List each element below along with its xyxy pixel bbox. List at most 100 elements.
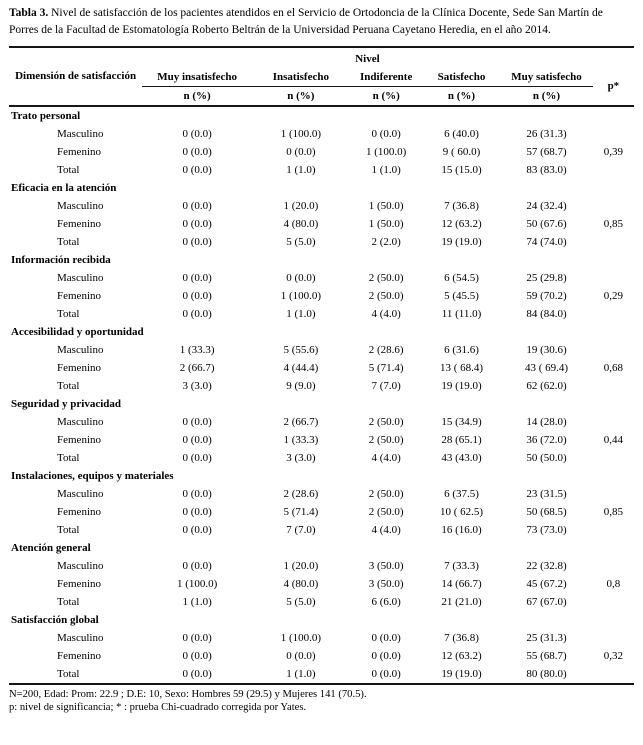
p-value-cell: 0,85: [603, 505, 623, 518]
value-cell: 11 (11.0): [441, 307, 482, 320]
value-cell: 0 (0.0): [182, 145, 212, 158]
value-cell: 0 (0.0): [182, 127, 212, 140]
value-cell: 4 (4.0): [371, 523, 401, 536]
section-row: Atención general: [9, 539, 634, 557]
row-label: Total: [57, 667, 80, 680]
value-cell: 0 (0.0): [182, 289, 212, 302]
subheader-n-pct: n (%): [532, 89, 561, 102]
value-cell: 9 (9.0): [286, 379, 316, 392]
value-cell: 45 (67.2): [526, 577, 567, 590]
row-label: Femenino: [57, 361, 101, 374]
value-cell: 0 (0.0): [286, 271, 316, 284]
value-cell: 2 (50.0): [368, 289, 404, 302]
table-row: Femenino 0 (0.0) 1 (100.0) 2 (50.0) 5 (45.5)…: [9, 287, 634, 305]
section-header: Satisfacción global: [11, 613, 99, 626]
table-row: Total 1 (1.0) 5 (5.0) 6 (6.0) 21 (21.0) 67 (6…: [9, 593, 634, 611]
section-header: Eficacia en la atención: [11, 181, 117, 194]
table-row: Femenino 0 (0.0) 0 (0.0) 0 (0.0) 12 (63.2) 55…: [9, 647, 634, 665]
value-cell: 5 (55.6): [283, 343, 319, 356]
p-header-spacer: [593, 47, 634, 68]
p-value-cell: [593, 413, 634, 431]
value-cell: 12 (63.2): [441, 649, 482, 662]
subheader-n-pct: n (%): [447, 89, 476, 102]
value-cell: 1 (1.0): [286, 163, 316, 176]
value-cell: 0 (0.0): [182, 217, 212, 230]
table-header: Dimensión de satisfacción Nivel Muy insa…: [9, 47, 634, 106]
section-header: Información recibida: [11, 253, 111, 266]
table-row: Masculino 0 (0.0) 1 (20.0) 3 (50.0) 7 (33.3)…: [9, 557, 634, 575]
value-cell: 1 (1.0): [286, 667, 316, 680]
subheader-n-pct: n (%): [372, 89, 400, 102]
p-value-cell: [593, 233, 634, 251]
value-cell: 1 (100.0): [176, 577, 218, 590]
value-cell: 1 (33.3): [179, 343, 215, 356]
value-cell: 19 (30.6): [526, 343, 567, 356]
section-header: Accesibilidad y oportunidad: [11, 325, 144, 338]
value-cell: 14 (66.7): [441, 577, 482, 590]
table-row: Masculino 0 (0.0) 2 (28.6) 2 (50.0) 6 (37.5)…: [9, 485, 634, 503]
value-cell: 21 (21.0): [441, 595, 482, 608]
value-cell: 1 (20.0): [283, 559, 319, 572]
value-cell: 15 (34.9): [441, 415, 482, 428]
p-value-cell: [593, 197, 634, 215]
value-cell: 2 (66.7): [283, 415, 319, 428]
value-cell: 6 (6.0): [371, 595, 401, 608]
value-cell: 0 (0.0): [286, 649, 316, 662]
column-header-insatisfecho: Insatisfecho: [252, 67, 350, 87]
table-row: Masculino 0 (0.0) 0 (0.0) 2 (50.0) 6 (54.5) 2…: [9, 269, 634, 287]
value-cell: 59 (70.2): [526, 289, 567, 302]
value-cell: 19 (19.0): [441, 667, 482, 680]
value-cell: 22 (32.8): [526, 559, 567, 572]
p-value-cell: [593, 593, 634, 611]
value-cell: 7 (36.8): [444, 631, 479, 644]
row-label: Femenino: [57, 505, 101, 518]
section-row: Instalaciones, equipos y materiales: [9, 467, 634, 485]
table-row: Total 0 (0.0) 3 (3.0) 4 (4.0) 43 (43.0) 50 (5…: [9, 449, 634, 467]
value-cell: 23 (31.5): [526, 487, 567, 500]
p-value-cell: [593, 269, 634, 287]
section-row: Eficacia en la atención: [9, 179, 634, 197]
value-cell: 0 (0.0): [182, 631, 212, 644]
p-value-cell: 0,8: [606, 577, 621, 590]
p-value-cell: [593, 341, 634, 359]
value-cell: 19 (19.0): [441, 379, 482, 392]
table-row: Total 0 (0.0) 1 (1.0) 4 (4.0) 11 (11.0) 84 (8…: [9, 305, 634, 323]
value-cell: 0 (0.0): [182, 415, 212, 428]
row-label: Masculino: [57, 559, 104, 572]
value-cell: 43 ( 69.4): [524, 361, 569, 374]
value-cell: 2 (50.0): [368, 415, 404, 428]
value-cell: 1 (100.0): [280, 127, 322, 140]
footnote-significance: p: nivel de significancia; * : prueba Ch…: [9, 702, 307, 714]
p-value-cell: 0,68: [603, 361, 623, 374]
row-label: Total: [57, 451, 80, 464]
value-cell: 43 (43.0): [441, 451, 482, 464]
value-cell: 2 (50.0): [368, 433, 404, 446]
satisfaction-table: Dimensión de satisfacción Nivel Muy insa…: [9, 45, 634, 685]
row-label: Femenino: [57, 145, 101, 158]
p-value-cell: [593, 485, 634, 503]
p-value-cell: [593, 449, 634, 467]
value-cell: 16 (16.0): [441, 523, 482, 536]
value-cell: 1 (100.0): [280, 289, 322, 302]
value-cell: 4 (4.0): [371, 451, 401, 464]
value-cell: 25 (29.8): [526, 271, 567, 284]
value-cell: 5 (5.0): [286, 235, 316, 248]
row-label: Masculino: [57, 343, 104, 356]
value-cell: 13 ( 68.4): [439, 361, 484, 374]
value-cell: 67 (67.0): [526, 595, 567, 608]
value-cell: 0 (0.0): [371, 631, 401, 644]
value-cell: 6 (54.5): [444, 271, 479, 284]
table-caption: Tabla 3. Nivel de satisfacción de los pa…: [9, 5, 634, 40]
value-cell: 0 (0.0): [371, 649, 401, 662]
table-footnotes: N=200, Edad: Prom: 22.9 ; D.E: 10, Sexo:…: [9, 688, 634, 716]
p-value-cell: [593, 557, 634, 575]
value-cell: 10 ( 62.5): [439, 505, 484, 518]
value-cell: 83 (83.0): [526, 163, 567, 176]
table-row: Masculino 0 (0.0) 1 (100.0) 0 (0.0) 6 (40.0)…: [9, 125, 634, 143]
value-cell: 0 (0.0): [182, 199, 212, 212]
value-cell: 6 (31.6): [444, 343, 479, 356]
section-row: Trato personal: [9, 106, 634, 125]
row-label: Masculino: [57, 127, 104, 140]
value-cell: 0 (0.0): [182, 649, 212, 662]
row-label: Femenino: [57, 289, 101, 302]
